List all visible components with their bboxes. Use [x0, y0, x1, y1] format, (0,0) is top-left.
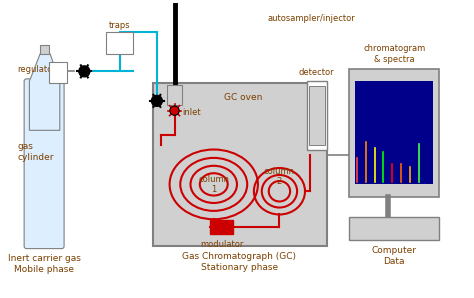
Text: traps: traps: [109, 21, 130, 30]
Text: regulator: regulator: [18, 65, 56, 74]
Circle shape: [79, 66, 90, 77]
Bar: [210, 220, 233, 234]
PathPatch shape: [29, 54, 60, 130]
Text: detector: detector: [299, 68, 335, 77]
FancyBboxPatch shape: [24, 79, 64, 249]
Bar: [349, 69, 439, 197]
Bar: [349, 217, 439, 240]
Bar: [106, 32, 133, 54]
Circle shape: [151, 95, 163, 106]
Text: Computer
Data: Computer Data: [372, 246, 417, 266]
Bar: [355, 81, 433, 184]
Bar: [307, 81, 327, 150]
Bar: [40, 45, 49, 54]
Ellipse shape: [274, 187, 284, 196]
Text: GC oven: GC oven: [224, 93, 262, 102]
Bar: [167, 85, 182, 105]
Text: Inert carrier gas
Mobile phase: Inert carrier gas Mobile phase: [8, 254, 81, 274]
Text: column
2: column 2: [264, 167, 295, 186]
Ellipse shape: [205, 177, 223, 191]
Text: inlet: inlet: [182, 108, 201, 117]
Bar: [49, 62, 67, 83]
Text: modulator: modulator: [200, 240, 243, 249]
Bar: [153, 83, 327, 246]
Text: autosampler/injector: autosampler/injector: [268, 14, 356, 23]
Circle shape: [170, 106, 179, 115]
Text: gas
cylinder: gas cylinder: [18, 142, 54, 162]
Text: chromatogram
& spectra: chromatogram & spectra: [363, 44, 425, 63]
Text: Gas Chromatograph (GC)
Stationary phase: Gas Chromatograph (GC) Stationary phase: [182, 252, 296, 271]
Text: column
1: column 1: [198, 175, 229, 194]
Bar: [309, 86, 325, 145]
